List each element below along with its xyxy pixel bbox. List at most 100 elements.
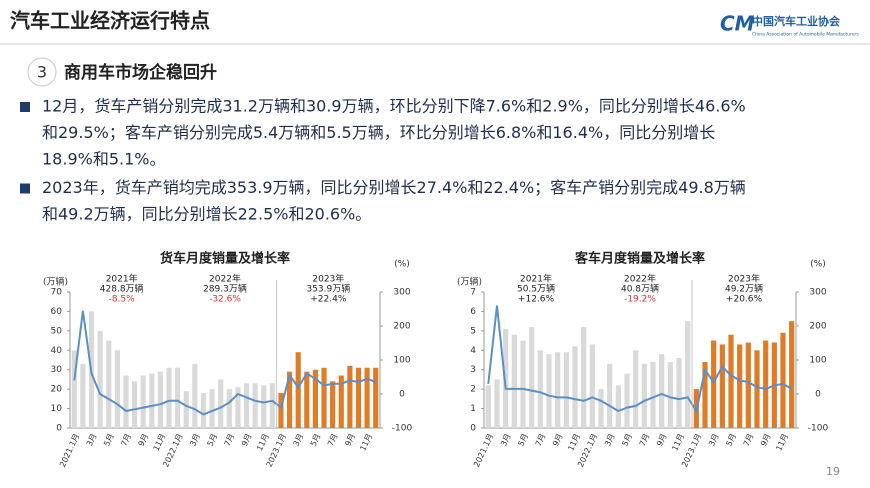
x-tick-label: 9月 — [655, 432, 669, 448]
x-tick-label: 9月 — [551, 432, 565, 448]
bar — [581, 326, 587, 428]
bar — [140, 375, 146, 428]
annotation-growth: +20.6% — [726, 295, 763, 305]
bar — [598, 389, 604, 428]
y2-tick-label: 300 — [809, 288, 826, 298]
y2-tick-label: 200 — [809, 322, 826, 332]
bar — [97, 330, 103, 428]
bar — [226, 389, 232, 428]
y-axis-label: (万辆) — [43, 276, 68, 288]
x-tick-label: 7月 — [223, 432, 237, 448]
bar — [529, 326, 535, 428]
bar — [624, 373, 630, 428]
y-tick-label: 20 — [51, 385, 63, 395]
y-tick-label: 2 — [470, 385, 476, 395]
bar — [373, 367, 379, 428]
annotation-growth: -32.6% — [209, 295, 241, 305]
x-tick-label: 11月 — [358, 432, 374, 452]
y-tick-label: 50 — [51, 326, 63, 336]
x-tick-label: 5月 — [516, 432, 530, 448]
page-number: 19 — [826, 465, 840, 478]
x-tick-label: 7月 — [534, 432, 548, 448]
logo-en: China Association of Automobile Manufact… — [752, 32, 859, 38]
section-badge — [27, 57, 57, 87]
bar — [278, 393, 284, 428]
bar — [546, 354, 552, 428]
bar — [485, 385, 491, 428]
bar — [106, 340, 112, 428]
bar — [235, 387, 241, 428]
annotation-year: 2021年 — [520, 273, 552, 285]
logo-cn: 中国汽车工业协会 — [752, 14, 841, 28]
annotation-year: 2022年 — [209, 273, 241, 285]
chart-title: 客车月度销量及增长率 — [575, 251, 705, 267]
bar — [789, 321, 795, 428]
logo-mark: CM — [720, 12, 755, 36]
x-tick-label: 3月 — [85, 432, 99, 448]
annotation-growth: -8.5% — [109, 295, 136, 305]
annotation-total: 50.5万辆 — [517, 283, 555, 295]
section-number: 3 — [37, 63, 47, 82]
bullet-marker — [20, 102, 30, 112]
bar — [555, 352, 561, 428]
annotation-growth: -19.2% — [624, 295, 656, 305]
y-tick-label: 70 — [51, 288, 63, 298]
growth-line — [487, 305, 793, 414]
annotation-total: 49.2万辆 — [725, 283, 763, 295]
bar — [312, 369, 318, 428]
annotation-year: 2021年 — [106, 273, 138, 285]
bullet-text: 和29.5%；客车产销分别完成5.4万辆和5.5万辆，环比分别增长6.8%和16… — [42, 123, 715, 142]
bar — [114, 350, 120, 428]
bar — [80, 363, 86, 428]
bar — [132, 381, 138, 428]
x-tick-label: 9月 — [343, 432, 357, 448]
bar — [563, 352, 569, 428]
y-tick-label: 0 — [56, 424, 62, 434]
bar — [615, 385, 621, 428]
bar — [252, 383, 258, 428]
bar — [737, 344, 743, 428]
bar — [157, 371, 163, 428]
x-tick-label: 5月 — [102, 432, 116, 448]
bar — [71, 350, 77, 428]
bar — [511, 334, 517, 428]
x-tick-label: 3月 — [499, 432, 513, 448]
bar — [261, 385, 267, 428]
bar — [702, 361, 708, 428]
bullet-text: 18.9%和5.1%。 — [42, 150, 165, 169]
y2-tick-label: -100 — [392, 424, 413, 434]
y-tick-label: 6 — [470, 307, 476, 317]
bar — [641, 363, 647, 428]
y-tick-label: 3 — [470, 365, 476, 375]
bar — [503, 328, 509, 428]
bar — [607, 363, 613, 428]
x-tick-label: 5月 — [620, 432, 634, 448]
bar — [537, 350, 543, 428]
bar — [149, 373, 155, 428]
bar — [218, 379, 224, 428]
x-tick-label: 2021.1月 — [58, 432, 81, 468]
y-tick-label: 4 — [470, 346, 476, 356]
bar — [321, 367, 327, 428]
bar — [269, 383, 275, 428]
y-tick-label: 5 — [470, 326, 476, 336]
bar — [745, 342, 751, 428]
x-tick-label: 7月 — [326, 432, 340, 448]
chart-title: 货车月度销量及增长率 — [160, 251, 290, 267]
bar — [175, 367, 181, 428]
x-tick-label: 11月 — [670, 432, 686, 452]
y-tick-label: 30 — [51, 365, 63, 375]
bar — [287, 371, 293, 428]
bar — [589, 344, 595, 428]
bar — [494, 379, 500, 428]
x-tick-label: 2021.1月 — [472, 432, 495, 468]
bar — [123, 375, 129, 428]
y2-tick-label: 0 — [399, 390, 405, 400]
y2-tick-label: -100 — [808, 424, 829, 434]
bar — [295, 352, 301, 428]
y2-tick-label: 100 — [809, 356, 826, 366]
x-tick-label: 3月 — [707, 432, 721, 448]
bar — [364, 367, 370, 428]
annotation-total: 289.3万辆 — [203, 283, 247, 295]
